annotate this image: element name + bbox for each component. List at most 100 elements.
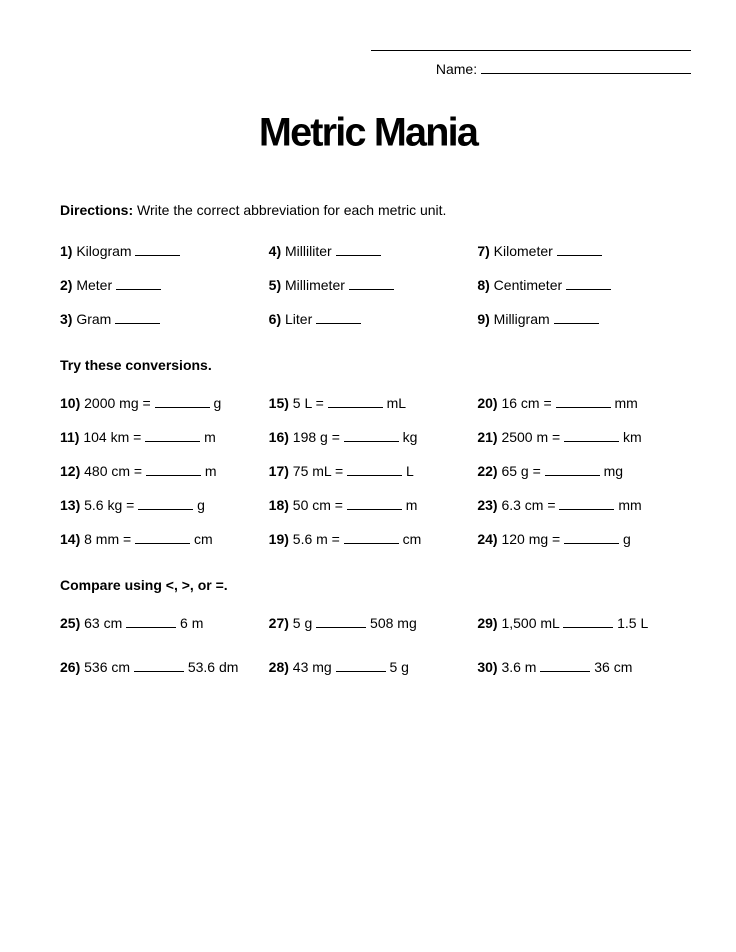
conversion-unit: mL [387, 395, 406, 411]
conversion-lhs: 2000 mg = [84, 395, 151, 411]
answer-blank[interactable] [146, 463, 201, 476]
answer-blank[interactable] [135, 531, 190, 544]
item-number: 11) [60, 429, 79, 445]
answer-blank[interactable] [328, 395, 383, 408]
answer-blank[interactable] [554, 311, 599, 324]
item-number: 3) [60, 311, 72, 327]
answer-blank[interactable] [344, 531, 399, 544]
conversion-lhs: 5.6 m = [293, 531, 340, 547]
item-number: 1) [60, 243, 72, 259]
compare-a: 3.6 m [501, 659, 536, 675]
conversion-unit: mg [604, 463, 623, 479]
answer-blank[interactable] [135, 243, 180, 256]
answer-blank[interactable] [316, 615, 366, 628]
item-number: 9) [477, 311, 489, 327]
answer-blank[interactable] [316, 311, 361, 324]
worksheet-title: Metric Mania [60, 107, 676, 162]
abbrev-item: 5) Millimeter [269, 277, 468, 293]
abbrev-item: 7) Kilometer [477, 243, 676, 259]
conversion-item: 17) 75 mL = L [269, 463, 468, 479]
item-number: 12) [60, 463, 80, 479]
answer-blank[interactable] [564, 531, 619, 544]
name-label: Name: [436, 61, 477, 77]
item-number: 22) [477, 463, 497, 479]
name-field-row: Name: [371, 50, 691, 77]
answer-blank[interactable] [347, 497, 402, 510]
directions-label: Directions: [60, 202, 133, 218]
conversion-item: 14) 8 mm = cm [60, 531, 259, 547]
unit-name: Kilometer [494, 243, 553, 259]
svg-text:Metric Mania: Metric Mania [259, 111, 480, 155]
answer-blank[interactable] [559, 497, 614, 510]
compare-a: 5 g [293, 615, 312, 631]
name-blank[interactable] [481, 59, 691, 74]
conversion-unit: kg [403, 429, 418, 445]
answer-blank[interactable] [138, 497, 193, 510]
abbrev-item: 2) Meter [60, 277, 259, 293]
compare-item: 25) 63 cm 6 m [60, 615, 259, 631]
item-number: 8) [477, 277, 489, 293]
conversion-item: 20) 16 cm = mm [477, 395, 676, 411]
item-number: 4) [269, 243, 281, 259]
answer-blank[interactable] [155, 395, 210, 408]
conversion-unit: L [406, 463, 414, 479]
compare-heading: Compare using <, >, or =. [60, 577, 676, 593]
answer-blank[interactable] [540, 659, 590, 672]
answer-blank[interactable] [145, 429, 200, 442]
conversion-unit: g [197, 497, 205, 513]
conversion-unit: mm [618, 497, 641, 513]
answer-blank[interactable] [557, 243, 602, 256]
answer-blank[interactable] [336, 659, 386, 672]
conversion-lhs: 480 cm = [84, 463, 142, 479]
abbrev-item: 6) Liter [269, 311, 468, 327]
item-number: 7) [477, 243, 489, 259]
answer-blank[interactable] [545, 463, 600, 476]
compare-item: 26) 536 cm 53.6 dm [60, 659, 259, 675]
abbreviation-grid: 1) Kilogram 4) Milliliter 7) Kilometer 2… [60, 243, 676, 327]
answer-blank[interactable] [349, 277, 394, 290]
abbrev-item: 9) Milligram [477, 311, 676, 327]
item-number: 30) [477, 659, 497, 675]
item-number: 20) [477, 395, 497, 411]
conversion-item: 19) 5.6 m = cm [269, 531, 468, 547]
answer-blank[interactable] [556, 395, 611, 408]
conversion-unit: g [623, 531, 631, 547]
answer-blank[interactable] [134, 659, 184, 672]
item-number: 5) [269, 277, 281, 293]
item-number: 26) [60, 659, 80, 675]
answer-blank[interactable] [566, 277, 611, 290]
answer-blank[interactable] [563, 615, 613, 628]
conversion-lhs: 104 km = [83, 429, 141, 445]
answer-blank[interactable] [126, 615, 176, 628]
conversion-lhs: 50 cm = [293, 497, 343, 513]
conversions-grid: 10) 2000 mg = g15) 5 L = mL20) 16 cm = m… [60, 395, 676, 547]
item-number: 14) [60, 531, 80, 547]
item-number: 19) [269, 531, 289, 547]
unit-name: Centimeter [494, 277, 562, 293]
directions-text: Write the correct abbreviation for each … [137, 202, 446, 218]
conversion-lhs: 65 g = [501, 463, 540, 479]
conversion-item: 15) 5 L = mL [269, 395, 468, 411]
answer-blank[interactable] [115, 311, 160, 324]
conversion-lhs: 2500 m = [501, 429, 560, 445]
unit-name: Kilogram [76, 243, 131, 259]
conversion-unit: mm [614, 395, 637, 411]
conversion-item: 11) 104 km = m [60, 429, 259, 445]
conversion-item: 22) 65 g = mg [477, 463, 676, 479]
answer-blank[interactable] [116, 277, 161, 290]
compare-item: 28) 43 mg 5 g [269, 659, 468, 675]
conversion-unit: g [213, 395, 221, 411]
item-number: 18) [269, 497, 289, 513]
compare-grid: 25) 63 cm 6 m27) 5 g 508 mg29) 1,500 mL … [60, 615, 676, 675]
answer-blank[interactable] [336, 243, 381, 256]
answer-blank[interactable] [564, 429, 619, 442]
answer-blank[interactable] [344, 429, 399, 442]
unit-name: Meter [76, 277, 112, 293]
unit-name: Millimeter [285, 277, 345, 293]
compare-item: 30) 3.6 m 36 cm [477, 659, 676, 675]
item-number: 13) [60, 497, 80, 513]
item-number: 29) [477, 615, 497, 631]
answer-blank[interactable] [347, 463, 402, 476]
abbrev-item: 4) Milliliter [269, 243, 468, 259]
item-number: 27) [269, 615, 289, 631]
